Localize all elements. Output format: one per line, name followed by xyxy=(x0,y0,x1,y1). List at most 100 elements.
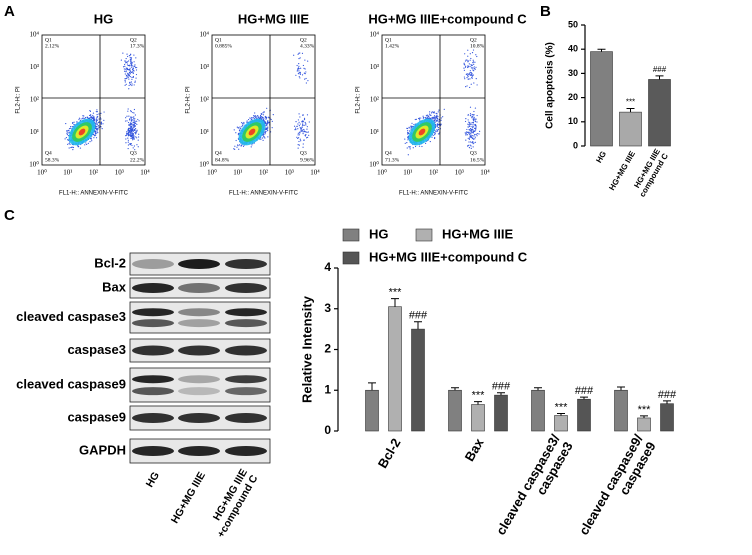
event-dot xyxy=(131,69,134,71)
event-dot xyxy=(263,136,266,138)
event-dot xyxy=(67,129,69,131)
legend-label: HG xyxy=(369,226,389,241)
quadrant-label: 17.3% xyxy=(130,43,145,49)
event-dot xyxy=(84,144,86,146)
event-dot xyxy=(476,114,478,117)
event-dot xyxy=(129,119,131,121)
event-dot xyxy=(427,115,429,117)
event-dot xyxy=(474,134,476,136)
blot-band xyxy=(178,413,220,423)
event-dot xyxy=(304,134,306,136)
event-dot xyxy=(298,52,300,54)
event-dot xyxy=(429,111,431,113)
event-dot xyxy=(469,86,471,89)
event-dot xyxy=(96,130,98,132)
event-dot xyxy=(130,111,132,113)
x-tick-label: 10⁴ xyxy=(310,169,320,177)
event-dot xyxy=(443,108,445,110)
event-dot xyxy=(132,67,134,70)
event-dot xyxy=(293,54,295,56)
event-dot xyxy=(130,132,132,135)
event-dot xyxy=(477,133,479,135)
event-dot xyxy=(466,73,468,75)
event-dot xyxy=(132,129,134,131)
event-dot xyxy=(246,120,248,122)
event-dot xyxy=(124,77,126,80)
event-dot xyxy=(133,116,135,118)
event-dot xyxy=(469,133,471,136)
bar xyxy=(614,389,628,432)
event-dot xyxy=(262,114,265,116)
event-dot xyxy=(438,123,440,125)
event-dot xyxy=(463,67,465,69)
event-dot xyxy=(68,147,70,149)
event-dot xyxy=(479,130,481,132)
event-dot xyxy=(302,123,304,125)
event-dot xyxy=(94,131,96,133)
significance-label: *** xyxy=(626,98,635,107)
event-dot xyxy=(131,65,133,67)
event-dot xyxy=(97,125,99,127)
y-tick-label: 10⁰ xyxy=(199,161,209,169)
x-tick-label: HG xyxy=(594,150,608,165)
event-dot xyxy=(96,111,98,113)
event-dot xyxy=(239,126,241,128)
event-dot xyxy=(267,120,269,122)
event-dot xyxy=(426,114,428,116)
event-dot xyxy=(404,138,406,140)
bar xyxy=(494,394,508,432)
event-dot xyxy=(135,132,137,134)
event-dot xyxy=(469,130,472,132)
event-dot xyxy=(303,117,306,119)
event-dot xyxy=(128,74,130,76)
event-dot xyxy=(97,131,99,134)
event-dot xyxy=(124,80,126,82)
event-dot xyxy=(436,124,438,126)
event-dot xyxy=(68,142,70,145)
event-dot xyxy=(131,78,133,80)
event-dot xyxy=(131,129,133,131)
event-dot xyxy=(297,69,299,71)
event-dot xyxy=(297,119,299,121)
event-dot xyxy=(133,54,135,56)
event-dot xyxy=(466,85,468,87)
x-tick-label: 10¹ xyxy=(403,169,412,177)
event-dot xyxy=(135,131,137,133)
event-dot xyxy=(123,70,126,72)
event-dot xyxy=(128,128,130,130)
blot-row-label: GAPDH xyxy=(79,442,126,457)
event-dot xyxy=(260,137,262,139)
event-dot xyxy=(138,136,140,138)
event-dot xyxy=(437,129,440,131)
event-dot xyxy=(298,72,300,74)
event-dot xyxy=(87,142,89,145)
event-dot xyxy=(306,137,308,139)
legend-swatch xyxy=(342,228,360,242)
event-dot xyxy=(92,114,94,117)
event-dot xyxy=(299,73,301,75)
event-dot xyxy=(470,130,473,132)
flow-title: HG xyxy=(94,11,114,26)
event-dot xyxy=(409,148,411,150)
event-dot xyxy=(131,83,133,85)
event-dot xyxy=(472,69,474,71)
event-dot xyxy=(128,115,130,117)
event-dot xyxy=(470,83,472,85)
flow-plot xyxy=(404,49,481,156)
blot-band xyxy=(132,259,174,269)
quadrant-label: Q2 xyxy=(130,37,137,43)
event-dot xyxy=(469,114,472,116)
event-dot xyxy=(474,136,476,138)
event-dot xyxy=(97,127,99,129)
event-dot xyxy=(264,132,266,134)
event-dot xyxy=(128,55,131,57)
quadrant-label: Q3 xyxy=(130,150,137,156)
event-dot xyxy=(236,146,238,148)
event-dot xyxy=(469,125,471,127)
event-dot xyxy=(134,129,136,131)
event-dot xyxy=(133,112,135,114)
panel-label: B xyxy=(540,3,551,20)
event-dot xyxy=(302,131,304,133)
legend-label: HG+MG IIIE xyxy=(442,226,513,241)
event-dot xyxy=(304,121,306,124)
